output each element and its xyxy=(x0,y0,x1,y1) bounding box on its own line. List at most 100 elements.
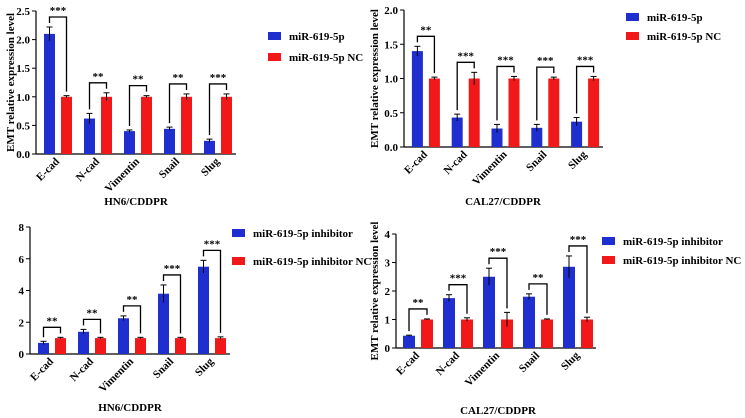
x-tick-label-e-cad: E-cad xyxy=(402,149,430,177)
bar-n-cad-s2 xyxy=(461,319,473,348)
significance-bracket xyxy=(162,274,182,334)
bar-n-cad-s2 xyxy=(95,338,106,354)
significance-bracket xyxy=(448,284,468,314)
significance-bracket xyxy=(408,308,428,332)
y-tick-label: 3 xyxy=(385,258,391,270)
x-axis-label: CAL27/CDDPR xyxy=(465,196,542,208)
significance-label: ** xyxy=(420,24,432,36)
bar-e-cad-s1 xyxy=(38,342,49,354)
significance-bracket xyxy=(528,283,548,315)
bar-vimentin-s2 xyxy=(135,338,146,354)
bar-slug-s1 xyxy=(571,121,583,147)
significance-label: *** xyxy=(457,50,474,62)
bar-slug-s1 xyxy=(563,266,575,348)
significance-label: *** xyxy=(537,55,554,67)
legend-swatch xyxy=(268,53,281,61)
y-tick-label: 0 xyxy=(385,343,391,355)
bar-vimentin-s1 xyxy=(491,128,503,147)
y-tick-label: 2 xyxy=(19,317,25,329)
x-tick-label-e-cad: E-cad xyxy=(34,156,62,184)
y-tick-label: 1.0 xyxy=(384,74,398,86)
bar-vimentin-s2 xyxy=(508,78,520,147)
bar-snail-s2 xyxy=(175,338,186,354)
bar-snail-s1 xyxy=(523,296,535,348)
bar-snail-s1 xyxy=(158,293,169,354)
x-tick-label-snail: Snail xyxy=(517,350,542,375)
bar-n-cad-s1 xyxy=(78,331,89,354)
bar-snail-s1 xyxy=(164,128,175,154)
y-tick-label: 2.0 xyxy=(384,5,398,17)
x-tick-label-slug: Slug xyxy=(566,148,590,172)
bar-slug-s2 xyxy=(588,78,600,147)
significance-bracket xyxy=(496,65,515,121)
significance-label: ** xyxy=(133,74,145,86)
y-tick-label: 1 xyxy=(385,315,391,327)
y-tick-label: 1.0 xyxy=(16,92,30,104)
x-axis-label: HN6/CDDPR xyxy=(104,196,169,208)
bar-n-cad-s1 xyxy=(443,298,455,348)
legend-swatch xyxy=(602,256,615,264)
x-tick-label-vimentin: Vimentin xyxy=(97,356,136,395)
x-tick-label-n-cad: N-cad xyxy=(434,350,462,378)
legend-label: miR-619-5p NC xyxy=(647,31,721,43)
significance-bracket xyxy=(122,305,142,334)
significance-bracket xyxy=(488,257,508,309)
significance-label: *** xyxy=(204,238,221,250)
x-tick-label-slug: Slug xyxy=(193,355,217,379)
y-tick-label: 1.5 xyxy=(16,63,30,75)
x-tick-label-n-cad: N-cad xyxy=(441,149,469,177)
significance-bracket xyxy=(575,65,595,114)
significance-bracket xyxy=(568,245,588,314)
significance-bracket xyxy=(202,249,222,333)
bar-e-cad-s1 xyxy=(44,33,55,154)
y-tick-label: 6 xyxy=(19,254,25,266)
significance-label: ** xyxy=(47,315,59,327)
significance-label: *** xyxy=(490,246,507,258)
bar-n-cad-s1 xyxy=(84,118,95,154)
x-tick-label-vimentin: Vimentin xyxy=(470,149,509,188)
x-tick-label-n-cad: N-cad xyxy=(68,356,96,384)
legend-label: miR-619-5p inhibitor xyxy=(253,228,353,240)
x-axis-label: CAL27/CDDPR xyxy=(460,405,537,417)
y-tick-label: 0.5 xyxy=(16,120,30,132)
significance-bracket xyxy=(128,85,148,126)
x-tick-label-snail: Snail xyxy=(157,156,182,181)
bar-e-cad-s2 xyxy=(55,338,66,354)
y-tick-label: 0.0 xyxy=(384,142,398,154)
significance-label: *** xyxy=(577,54,594,66)
bar-slug-s2 xyxy=(581,319,593,348)
legend-label: miR-619-5p inhibitor xyxy=(623,236,723,248)
bar-e-cad-s2 xyxy=(421,319,433,348)
significance-bracket xyxy=(168,83,188,124)
significance-bracket xyxy=(42,326,62,338)
legend-label: miR-619-5p xyxy=(289,31,345,43)
significance-label: *** xyxy=(497,54,514,66)
legend-swatch xyxy=(602,237,615,245)
significance-bracket xyxy=(416,35,436,74)
legend-swatch xyxy=(268,32,281,40)
bar-vimentin-s1 xyxy=(118,318,129,354)
y-tick-label: 2 xyxy=(385,286,391,298)
significance-label: ** xyxy=(93,71,105,83)
x-tick-label-vimentin: Vimentin xyxy=(103,156,142,195)
significance-label: ** xyxy=(533,272,545,284)
significance-bracket xyxy=(48,16,68,92)
bar-e-cad-s2 xyxy=(428,78,440,147)
bar-snail-s2 xyxy=(181,96,192,154)
bar-vimentin-s2 xyxy=(141,96,152,154)
bar-e-cad-s1 xyxy=(411,51,423,147)
x-tick-label-snail: Snail xyxy=(524,149,549,174)
bar-n-cad-s2 xyxy=(101,96,112,154)
chart-panel-4: 0 1 2 3 4 EMT relative expression level ** E-ca… xyxy=(369,221,741,417)
legend-label: miR-619-5p inhibitor NC xyxy=(253,256,371,268)
bar-vimentin-s1 xyxy=(124,131,135,154)
bar-n-cad-s1 xyxy=(451,117,463,147)
bar-slug-s1 xyxy=(204,140,215,154)
y-tick-label: 2.0 xyxy=(16,35,30,47)
bar-vimentin-s1 xyxy=(483,276,495,348)
x-tick-label-e-cad: E-cad xyxy=(28,356,56,384)
bar-e-cad-s1 xyxy=(403,335,415,348)
bar-vimentin-s2 xyxy=(501,319,513,348)
x-tick-label-slug: Slug xyxy=(199,155,223,179)
